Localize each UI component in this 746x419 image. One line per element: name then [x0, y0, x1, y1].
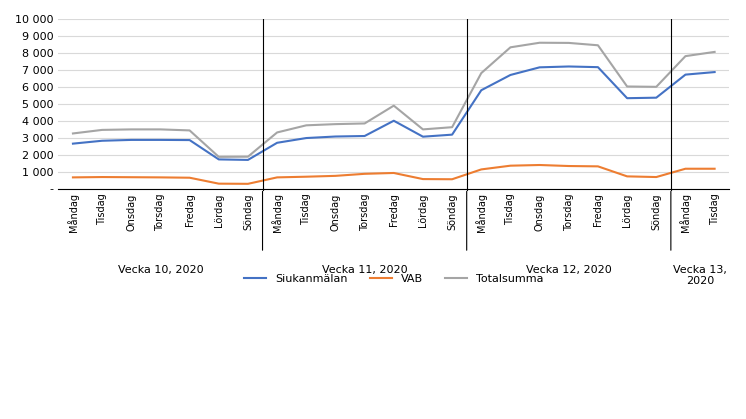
VAB	[506, 163, 515, 168]
VAB	[156, 175, 165, 180]
Totalsumma	[156, 127, 165, 132]
Siukanmälan	[302, 135, 311, 140]
Siukanmälan	[419, 134, 427, 139]
VAB	[623, 174, 632, 179]
VAB	[535, 163, 544, 168]
Siukanmälan	[594, 65, 603, 70]
Line: Totalsumma: Totalsumma	[73, 43, 715, 157]
Totalsumma	[564, 40, 573, 45]
Totalsumma	[652, 84, 661, 89]
Totalsumma	[214, 154, 223, 159]
Siukanmälan	[98, 138, 107, 143]
Siukanmälan	[710, 70, 719, 75]
Siukanmälan	[185, 137, 194, 142]
Line: VAB: VAB	[73, 165, 715, 184]
Line: Siukanmälan: Siukanmälan	[73, 67, 715, 160]
VAB	[419, 176, 427, 181]
Totalsumma	[710, 49, 719, 54]
Totalsumma	[506, 45, 515, 50]
Siukanmälan	[564, 64, 573, 69]
VAB	[69, 175, 78, 180]
Siukanmälan	[127, 137, 136, 142]
Siukanmälan	[360, 134, 369, 139]
Totalsumma	[448, 125, 457, 130]
Siukanmälan	[389, 118, 398, 123]
VAB	[681, 166, 690, 171]
Totalsumma	[389, 103, 398, 108]
Siukanmälan	[448, 132, 457, 137]
Totalsumma	[98, 127, 107, 132]
VAB	[127, 175, 136, 180]
Siukanmälan	[156, 137, 165, 142]
Text: Vecka 13,
2020: Vecka 13, 2020	[673, 265, 727, 287]
Totalsumma	[302, 123, 311, 128]
Siukanmälan	[477, 88, 486, 93]
VAB	[214, 181, 223, 186]
Siukanmälan	[652, 95, 661, 100]
VAB	[710, 166, 719, 171]
Totalsumma	[594, 43, 603, 48]
Totalsumma	[331, 122, 340, 127]
VAB	[272, 175, 281, 180]
Text: Vecka 10, 2020: Vecka 10, 2020	[118, 265, 203, 275]
VAB	[448, 177, 457, 182]
Totalsumma	[623, 84, 632, 89]
VAB	[564, 163, 573, 168]
Siukanmälan	[272, 140, 281, 145]
Siukanmälan	[535, 65, 544, 70]
VAB	[331, 173, 340, 178]
Totalsumma	[243, 154, 252, 159]
Totalsumma	[535, 40, 544, 45]
Siukanmälan	[243, 158, 252, 163]
VAB	[185, 175, 194, 180]
Totalsumma	[69, 131, 78, 136]
VAB	[652, 175, 661, 180]
VAB	[360, 171, 369, 176]
Siukanmälan	[69, 141, 78, 146]
Siukanmälan	[506, 72, 515, 78]
VAB	[302, 174, 311, 179]
Siukanmälan	[214, 157, 223, 162]
Text: Vecka 12, 2020: Vecka 12, 2020	[526, 265, 612, 275]
Legend: Siukanmälan, VAB, Totalsumma: Siukanmälan, VAB, Totalsumma	[239, 269, 548, 288]
VAB	[389, 171, 398, 176]
Siukanmälan	[681, 72, 690, 77]
VAB	[594, 164, 603, 169]
Siukanmälan	[331, 134, 340, 139]
Text: Vecka 11, 2020: Vecka 11, 2020	[322, 265, 407, 275]
Siukanmälan	[623, 96, 632, 101]
Totalsumma	[272, 130, 281, 135]
Totalsumma	[127, 127, 136, 132]
Totalsumma	[360, 121, 369, 126]
VAB	[477, 167, 486, 172]
VAB	[243, 181, 252, 186]
Totalsumma	[185, 128, 194, 133]
Totalsumma	[681, 54, 690, 59]
Totalsumma	[477, 70, 486, 75]
VAB	[98, 175, 107, 180]
Totalsumma	[419, 127, 427, 132]
